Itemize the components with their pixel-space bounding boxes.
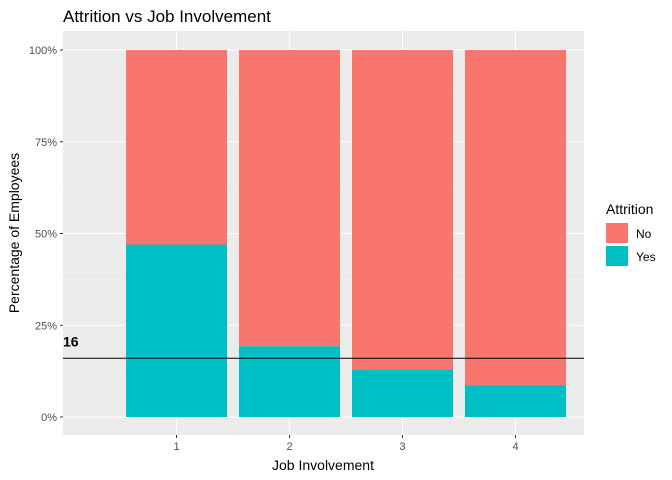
bar-no-1 [126, 50, 227, 245]
bar-yes-4 [465, 385, 566, 417]
x-axis-title: Job Involvement [272, 457, 374, 473]
y-axis: 0% 25% 50% 75% 100% [29, 45, 63, 424]
bar-yes-3 [352, 369, 453, 417]
x-tick-label: 4 [512, 441, 518, 453]
y-tick-label: 50% [35, 229, 57, 241]
y-tick-label: 0% [41, 412, 57, 424]
bar-no-3 [352, 50, 453, 370]
bar-yes-2 [239, 346, 340, 417]
bar-no-4 [465, 50, 566, 386]
reference-line-label: 16 [63, 333, 79, 349]
legend-title: Attrition [606, 201, 653, 217]
legend-label-yes: Yes [636, 250, 656, 264]
reference-line-group: 16 [63, 333, 584, 359]
legend: Attrition No Yes [606, 201, 656, 266]
y-axis-title: Percentage of Employees [6, 153, 22, 313]
y-tick-label: 25% [35, 320, 57, 332]
chart-title: Attrition vs Job Involvement [63, 7, 271, 26]
legend-key-yes [606, 246, 628, 266]
x-tick-label: 1 [173, 441, 179, 453]
y-tick-label: 75% [35, 137, 57, 149]
bars [126, 50, 566, 417]
x-tick-label: 3 [399, 441, 405, 453]
x-tick-label: 2 [286, 441, 292, 453]
legend-label-no: No [636, 227, 652, 241]
legend-key-no [606, 223, 628, 243]
y-tick-label: 100% [29, 45, 57, 57]
bar-yes-1 [126, 244, 227, 417]
x-axis: 1 2 3 4 [173, 435, 519, 453]
bar-no-2 [239, 50, 340, 347]
